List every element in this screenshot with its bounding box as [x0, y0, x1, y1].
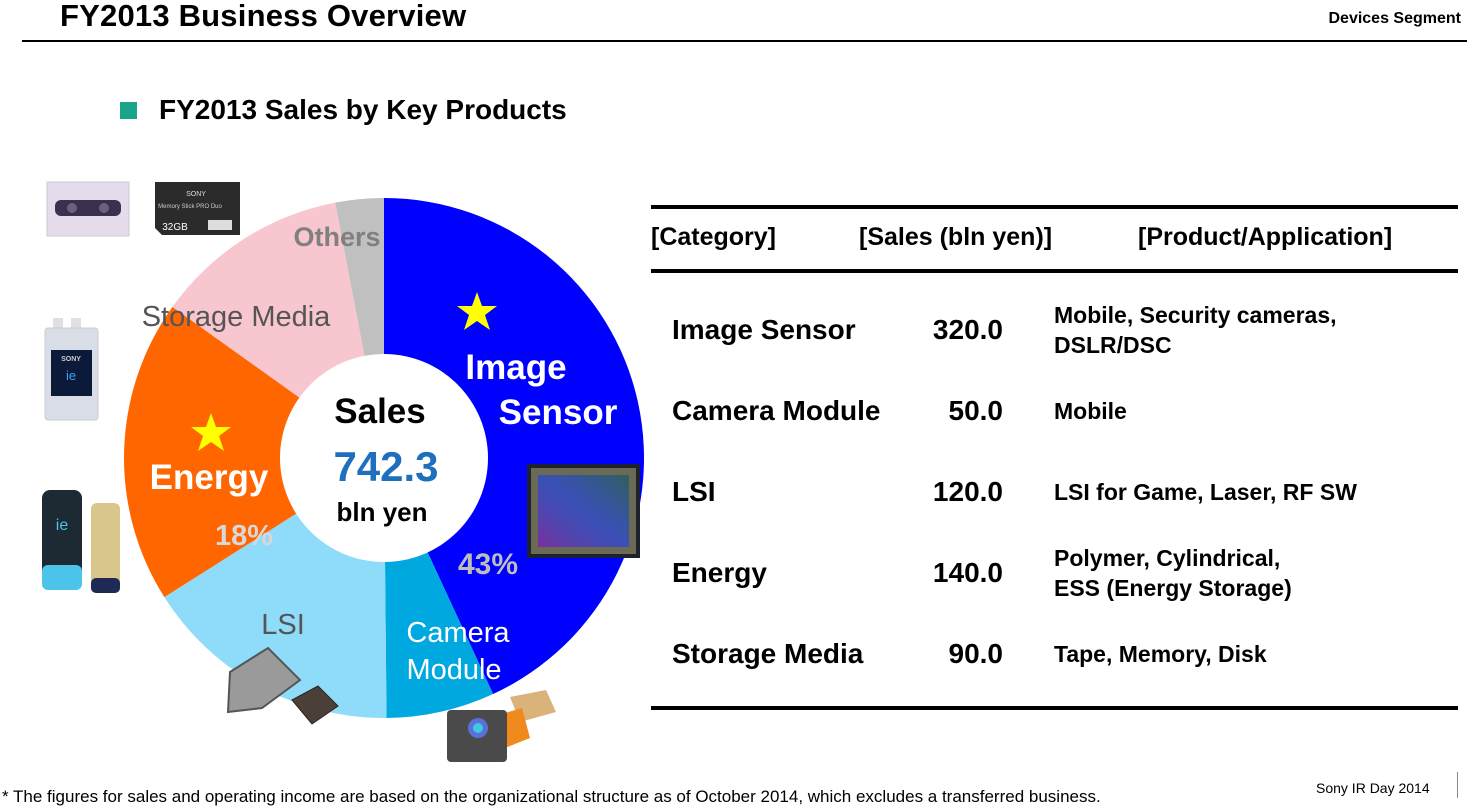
label-image-sensor-2: Sensor: [499, 393, 618, 432]
lsi-chip-image: [226, 646, 339, 725]
svg-text:SONY: SONY: [61, 356, 81, 363]
slice-energy: [124, 306, 384, 598]
cell-category: LSI: [672, 476, 716, 507]
column-header-category: [Category]: [651, 223, 777, 251]
cell-sales: 140.0: [932, 557, 1003, 588]
label-others: Others: [293, 222, 380, 252]
column-header-sales: [Sales (bln yen)]: [859, 223, 1053, 251]
label-camera-module-2: Module: [406, 654, 501, 686]
label-energy: Energy: [150, 458, 269, 497]
label-image-sensor-pct: 43%: [458, 548, 518, 581]
cell-sales: 120.0: [932, 476, 1003, 507]
title-divider: [22, 40, 1467, 42]
image-sensor-chip-image: [527, 464, 640, 558]
cell-application: Tape, Memory, Disk: [1054, 641, 1267, 667]
svg-text:Memory Stick PRO Duo: Memory Stick PRO Duo: [158, 204, 222, 210]
label-lsi: LSI: [261, 609, 305, 641]
cell-category: Storage Media: [672, 638, 864, 669]
star-icon-image-sensor: [457, 292, 497, 330]
label-camera-module-1: Camera: [406, 617, 510, 649]
camera-module-image: [447, 690, 556, 762]
table-header-rule: [651, 269, 1458, 273]
cell-category: Image Sensor: [672, 314, 856, 345]
source-label: Sony IR Day 2014: [1316, 780, 1430, 796]
donut-center-value: 742.3: [333, 443, 438, 490]
donut-hole: [280, 354, 488, 562]
donut-center-label: Sales: [334, 392, 425, 431]
svg-text:SONY: SONY: [186, 191, 206, 198]
cell-sales: 320.0: [932, 314, 1003, 345]
cylindrical-battery-image: ie: [42, 490, 120, 593]
cell-application: LSI for Game, Laser, RF SW: [1054, 479, 1357, 505]
label-energy-pct: 18%: [215, 520, 273, 552]
footnote: * The figures for sales and operating in…: [2, 787, 1101, 806]
polymer-battery-image: SONY ie: [44, 318, 99, 421]
tape-cassette-image: [46, 181, 130, 237]
label-storage-media: Storage Media: [142, 301, 331, 333]
section-subtitle: FY2013 Sales by Key Products: [120, 94, 567, 126]
svg-text:32GB: 32GB: [162, 222, 188, 233]
svg-text:ie: ie: [66, 368, 76, 383]
subtitle-text: FY2013 Sales by Key Products: [159, 94, 567, 125]
slice-image-sensor: [384, 198, 645, 695]
table-top-rule: [651, 205, 1458, 209]
cell-application: Mobile: [1054, 398, 1127, 424]
square-bullet-icon: [120, 101, 137, 119]
sales-donut-chart: Image Sensor 43% Camera Module LSI Energ…: [42, 181, 645, 762]
page-title: FY2013 Business Overview: [60, 0, 467, 33]
memory-stick-image: SONY Memory Stick PRO Duo 32GB: [155, 182, 240, 235]
table-bottom-rule: [651, 706, 1458, 710]
footer-divider: [1457, 772, 1458, 798]
cell-category: Energy: [672, 557, 767, 588]
star-icon-energy: [191, 413, 231, 451]
donut-center-unit: bln yen: [336, 497, 427, 527]
svg-text:ie: ie: [56, 517, 69, 534]
label-image-sensor-1: Image: [465, 348, 566, 387]
segment-label: Devices Segment: [1328, 10, 1461, 27]
cell-application: Polymer, Cylindrical, ESS (Energy Storag…: [1054, 545, 1292, 601]
cell-application: Mobile, Security cameras, DSLR/DSC: [1054, 302, 1337, 358]
cell-sales: 50.0: [948, 395, 1004, 426]
column-header-application: [Product/Application]: [1138, 223, 1393, 251]
cell-category: Camera Module: [672, 395, 881, 426]
cell-sales: 90.0: [948, 638, 1004, 669]
